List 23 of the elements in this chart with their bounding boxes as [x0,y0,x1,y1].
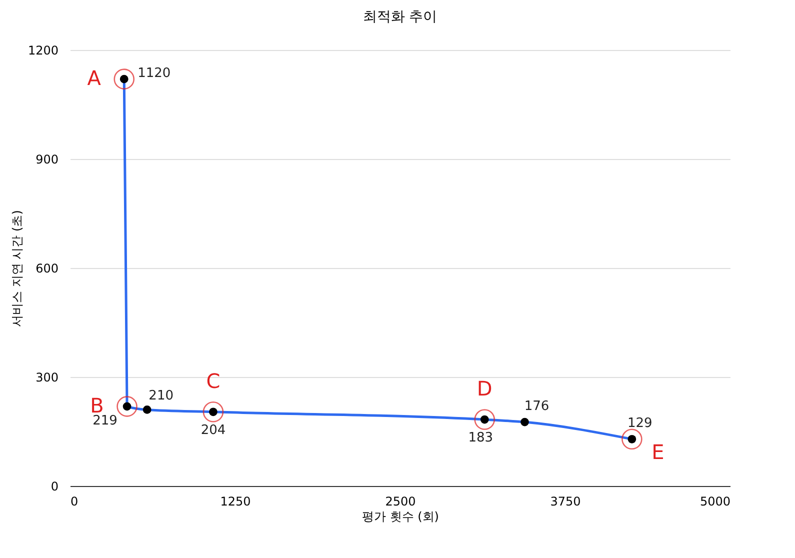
chart-title: 최적화 추이 [362,9,438,25]
y-tick-label: 0 [50,480,58,494]
data-label: 176 [524,399,550,414]
x-tick-label: 0 [70,494,78,508]
annotation: C [206,368,220,393]
annotation: D [476,376,492,401]
data-label: 204 [200,422,226,438]
annotation: A [87,66,102,90]
annotation: E [652,440,664,464]
y-tick-label: 900 [36,152,58,166]
data-label: 183 [468,430,494,446]
x-axis-title: 평가 횟수 (회) [362,510,439,524]
y-axis-title: 서비스 지연 시간 (초) [10,210,24,327]
data-label: 1120 [138,66,171,82]
data-label: 129 [628,416,652,432]
x-tick-label: 2500 [385,494,416,508]
x-tick-label: 3750 [550,494,581,508]
x-tick-label: 1250 [220,494,251,508]
data-label: 210 [148,388,174,404]
y-tick-label: 1200 [28,44,58,58]
y-tick-label: 300 [36,370,58,384]
y-tick-label: 600 [36,262,58,276]
x-tick-label: 5000 [700,494,730,508]
